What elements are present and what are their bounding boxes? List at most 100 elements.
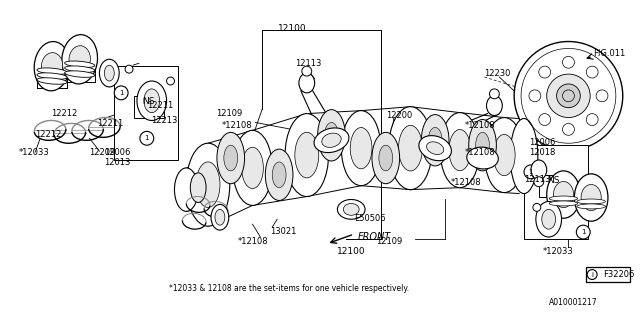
Text: *12108: *12108 xyxy=(237,237,268,246)
Bar xyxy=(115,66,179,160)
Ellipse shape xyxy=(62,35,97,84)
Text: 12212: 12212 xyxy=(35,130,61,140)
Ellipse shape xyxy=(224,145,237,171)
Text: 12100: 12100 xyxy=(337,247,365,256)
Text: *12108: *12108 xyxy=(451,178,481,187)
Text: 12100: 12100 xyxy=(278,24,307,33)
Circle shape xyxy=(529,90,541,102)
Ellipse shape xyxy=(295,132,319,178)
Ellipse shape xyxy=(104,65,115,81)
Text: *12108: *12108 xyxy=(465,121,495,130)
Text: 1: 1 xyxy=(119,90,124,96)
Ellipse shape xyxy=(476,132,490,158)
Text: 12006: 12006 xyxy=(104,148,131,157)
Ellipse shape xyxy=(421,115,449,166)
Ellipse shape xyxy=(196,162,220,207)
Text: 12109: 12109 xyxy=(216,109,242,118)
Text: 12113: 12113 xyxy=(524,175,550,184)
Ellipse shape xyxy=(341,111,381,186)
Text: *12108: *12108 xyxy=(222,121,253,130)
Ellipse shape xyxy=(137,81,166,121)
Ellipse shape xyxy=(37,68,67,74)
Text: F32206: F32206 xyxy=(603,270,634,279)
Ellipse shape xyxy=(299,73,315,93)
Ellipse shape xyxy=(554,181,573,208)
Ellipse shape xyxy=(531,160,547,180)
Ellipse shape xyxy=(69,46,90,73)
Circle shape xyxy=(534,177,544,187)
Bar xyxy=(524,145,588,239)
Ellipse shape xyxy=(65,61,95,68)
Text: 12013: 12013 xyxy=(104,158,131,167)
Text: *12033: *12033 xyxy=(543,247,574,256)
Ellipse shape xyxy=(467,147,499,169)
Circle shape xyxy=(539,66,550,78)
Text: 12211: 12211 xyxy=(97,118,124,128)
Circle shape xyxy=(115,86,128,100)
Text: FIG.011: FIG.011 xyxy=(593,49,625,59)
Text: 12213: 12213 xyxy=(151,116,177,124)
Ellipse shape xyxy=(337,199,365,219)
Ellipse shape xyxy=(577,204,605,209)
Text: 12230: 12230 xyxy=(484,69,511,78)
Ellipse shape xyxy=(34,42,70,91)
Text: 1: 1 xyxy=(145,135,149,141)
Circle shape xyxy=(586,114,598,125)
Ellipse shape xyxy=(215,209,225,225)
Circle shape xyxy=(490,89,499,99)
Text: FRONT: FRONT xyxy=(358,232,392,242)
Bar xyxy=(134,96,164,117)
Ellipse shape xyxy=(285,114,328,196)
Text: 12200: 12200 xyxy=(386,111,412,120)
Ellipse shape xyxy=(324,123,339,148)
Circle shape xyxy=(125,65,133,73)
Text: NS: NS xyxy=(547,176,560,185)
Ellipse shape xyxy=(484,117,524,193)
Ellipse shape xyxy=(343,204,359,215)
Ellipse shape xyxy=(314,128,349,153)
Ellipse shape xyxy=(549,196,578,201)
Ellipse shape xyxy=(37,73,67,79)
Ellipse shape xyxy=(242,147,263,188)
Ellipse shape xyxy=(547,171,580,218)
Ellipse shape xyxy=(419,136,451,161)
Ellipse shape xyxy=(574,174,608,221)
Ellipse shape xyxy=(144,89,159,113)
Text: 12113: 12113 xyxy=(295,59,321,68)
Circle shape xyxy=(586,66,598,78)
Ellipse shape xyxy=(211,204,228,230)
Ellipse shape xyxy=(266,149,293,201)
Ellipse shape xyxy=(379,145,393,171)
Circle shape xyxy=(596,90,608,102)
Ellipse shape xyxy=(322,133,341,148)
Ellipse shape xyxy=(493,134,515,176)
Ellipse shape xyxy=(428,127,442,153)
Ellipse shape xyxy=(440,113,479,188)
Ellipse shape xyxy=(65,71,95,77)
Ellipse shape xyxy=(372,132,399,184)
Ellipse shape xyxy=(217,132,244,184)
Ellipse shape xyxy=(175,168,198,211)
Text: 12006: 12006 xyxy=(529,138,556,147)
Ellipse shape xyxy=(350,127,372,169)
Ellipse shape xyxy=(486,96,502,116)
Circle shape xyxy=(557,84,580,108)
Text: *12108: *12108 xyxy=(465,148,495,157)
Circle shape xyxy=(514,42,623,150)
Ellipse shape xyxy=(37,78,67,84)
Ellipse shape xyxy=(186,143,230,226)
Ellipse shape xyxy=(510,118,538,194)
Ellipse shape xyxy=(577,199,605,204)
Text: 12018: 12018 xyxy=(529,148,556,157)
Ellipse shape xyxy=(399,125,422,171)
Circle shape xyxy=(166,77,175,85)
Ellipse shape xyxy=(542,209,556,229)
Ellipse shape xyxy=(42,52,63,80)
Text: E50506: E50506 xyxy=(354,214,386,223)
Ellipse shape xyxy=(272,162,286,188)
Text: 13021: 13021 xyxy=(270,227,296,236)
Text: *12033: *12033 xyxy=(19,148,49,157)
Text: 12209: 12209 xyxy=(90,148,116,157)
Circle shape xyxy=(563,56,574,68)
Ellipse shape xyxy=(581,185,601,211)
